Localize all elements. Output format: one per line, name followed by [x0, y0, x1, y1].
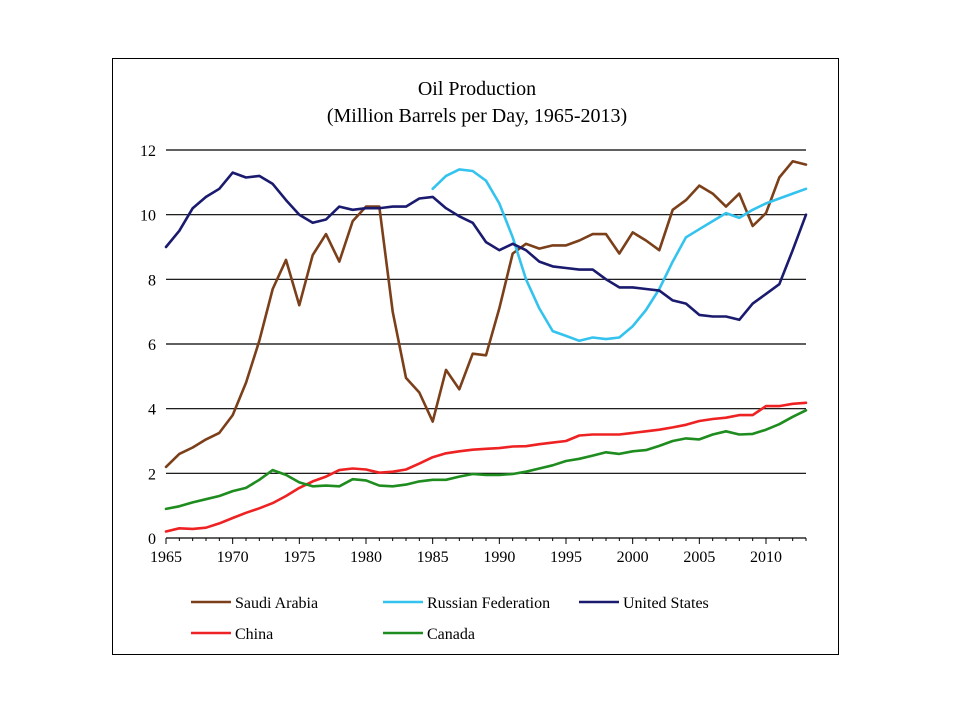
x-axis-tick-labels: 1965 1970 1975 1980 1985 1990 1995 2000 2005 2010 [150, 549, 782, 566]
x-tick-label: 1970 [217, 549, 249, 566]
legend: Saudi Arabia Russian Federation United Sta… [191, 595, 709, 643]
series-lines [164, 160, 808, 533]
legend-label-saudi-arabia: Saudi Arabia [235, 595, 318, 612]
x-tick-label: 1985 [417, 549, 449, 566]
legend-label-canada: Canada [427, 626, 475, 643]
x-tick-label: 1975 [283, 549, 315, 566]
series-line-russian-federation [431, 168, 808, 343]
chart-frame: Oil Production (Million Barrels per Day,… [112, 58, 839, 655]
x-tick-label: 1965 [150, 549, 182, 566]
series-line-canada [164, 408, 808, 511]
y-tick-label: 12 [140, 143, 156, 160]
y-tick-label: 2 [148, 466, 156, 483]
series-line-china [164, 401, 808, 533]
y-tick-label: 0 [148, 531, 156, 548]
axes [165, 537, 807, 544]
oil-production-line-chart: Oil Production (Million Barrels per Day,… [140, 78, 808, 643]
series-line-saudi-arabia [164, 160, 808, 469]
series-line-united-states [164, 171, 808, 322]
y-tick-label: 8 [148, 272, 156, 289]
x-tick-label: 1980 [350, 549, 382, 566]
x-tick-label: 2005 [683, 549, 715, 566]
y-tick-label: 4 [148, 402, 156, 419]
x-tick-label: 1995 [550, 549, 582, 566]
legend-label-china: China [235, 626, 273, 643]
y-tick-label: 10 [140, 208, 156, 225]
chart-subtitle: (Million Barrels per Day, 1965-2013) [327, 105, 627, 127]
legend-label-united-states: United States [623, 595, 709, 612]
y-axis-tick-labels: 0 2 4 6 8 10 12 [140, 143, 156, 548]
x-tick-label: 2000 [617, 549, 649, 566]
legend-label-russian-federation: Russian Federation [427, 595, 550, 612]
chart-title: Oil Production [418, 78, 536, 100]
x-tick-label: 2010 [750, 549, 782, 566]
y-tick-label: 6 [148, 337, 156, 354]
gridlines [166, 149, 806, 474]
x-tick-label: 1990 [483, 549, 515, 566]
